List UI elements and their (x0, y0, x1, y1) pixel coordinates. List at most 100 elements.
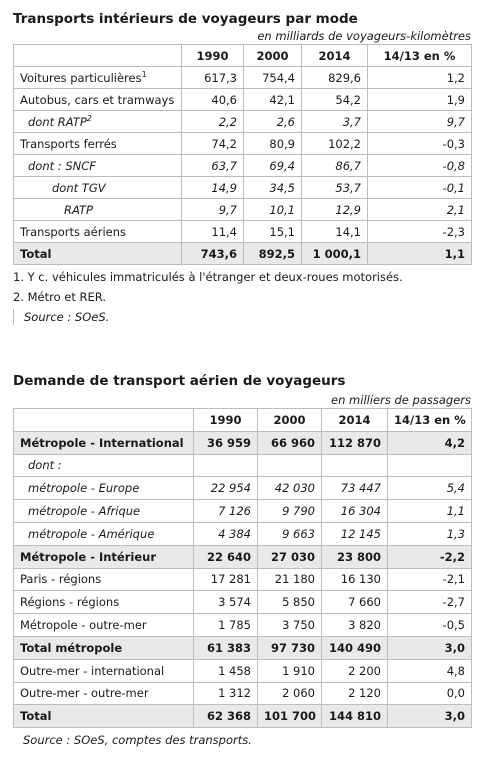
cell: 14,9 (181, 176, 244, 199)
cell: -2,1 (387, 567, 472, 592)
table1-note-1: 1. Y c. véhicules immatriculés à l'étran… (13, 270, 403, 284)
row-label: dont : (13, 453, 194, 478)
cell: 3 574 (193, 590, 258, 615)
cell: 754,4 (243, 66, 302, 89)
cell: 3,7 (301, 110, 368, 133)
cell: 61 383 (193, 635, 258, 660)
row-label: Total métropole (13, 635, 194, 660)
cell (387, 453, 472, 478)
cell (321, 453, 388, 478)
cell: 86,7 (301, 154, 368, 177)
table1-header-2014: 2014 (301, 44, 368, 67)
cell: 16 130 (321, 567, 388, 592)
row-label: Paris - régions (13, 567, 194, 592)
table-row: Transports aériens 11,4 15,1 14,1 -2,3 (13, 220, 472, 243)
table-row: Paris - régions 17 281 21 180 16 130 -2,… (13, 567, 472, 592)
cell: 5 850 (257, 590, 322, 615)
cell: 1,1 (387, 499, 472, 523)
cell: 102,2 (301, 132, 368, 155)
table-row: Métropole - International 36 959 66 960 … (13, 430, 472, 455)
cell: 9,7 (367, 110, 472, 133)
cell: 54,2 (301, 88, 368, 111)
row-label: Voitures particulières1 (13, 66, 182, 89)
table2-header-change: 14/13 en % (387, 408, 472, 432)
cell: 140 490 (321, 635, 388, 660)
cell: 63,7 (181, 154, 244, 177)
table1-header-change: 14/13 en % (367, 44, 472, 67)
row-label: Transports aériens (13, 220, 182, 243)
cell: 42 030 (257, 476, 322, 501)
row-label: Outre-mer - outre-mer (13, 681, 194, 706)
table-row: Métropole - outre-mer 1 785 3 750 3 820 … (13, 613, 472, 637)
table-row: dont TGV 14,9 34,5 53,7 -0,1 (13, 176, 472, 199)
table-row: métropole - Afrique 7 126 9 790 16 304 1… (13, 499, 472, 523)
cell: 743,6 (181, 242, 244, 265)
row-label: Métropole - International (13, 430, 194, 455)
cell: -0,5 (387, 613, 472, 637)
cell (193, 453, 258, 478)
table-row: métropole - Europe 22 954 42 030 73 447 … (13, 476, 472, 501)
table1-section: Transports intérieurs de voyageurs par m… (13, 10, 472, 325)
table-row-total-metropole: Total métropole 61 383 97 730 140 490 3,… (13, 635, 472, 660)
cell: -0,3 (367, 132, 472, 155)
row-label: dont RATP2 (13, 110, 182, 133)
cell: 66 960 (257, 430, 322, 455)
cell: 9 790 (257, 499, 322, 523)
cell: 2 200 (321, 658, 388, 683)
cell: 2 060 (257, 681, 322, 706)
cell: 3,0 (387, 635, 472, 660)
table2-unit: en milliers de passagers (331, 393, 471, 407)
cell: 1 785 (193, 613, 258, 637)
row-label: métropole - Amérique (13, 521, 194, 546)
row-label: Transports ferrés (13, 132, 182, 155)
table-row: Transports ferrés 74,2 80,9 102,2 -0,3 (13, 132, 472, 155)
row-label: Régions - régions (13, 590, 194, 615)
cell: 80,9 (243, 132, 302, 155)
cell: 36 959 (193, 430, 258, 455)
cell: 22 640 (193, 544, 258, 569)
table1-header-1990: 1990 (181, 44, 244, 67)
cell: 10,1 (243, 198, 302, 221)
cell: 4,8 (387, 658, 472, 683)
cell: 1,1 (367, 242, 472, 265)
table-row: Outre-mer - outre-mer 1 312 2 060 2 120 … (13, 681, 472, 706)
table2-header-row: 1990 2000 2014 14/13 en % (13, 408, 472, 432)
table2-source: Source : SOeS, comptes des transports. (23, 733, 252, 748)
table1-header-label (13, 44, 182, 67)
cell: 1,2 (367, 66, 472, 89)
table1-source: Source : SOeS. (13, 309, 471, 325)
cell: 2,1 (367, 198, 472, 221)
table1-unit: en milliards de voyageurs-kilomètres (257, 29, 471, 43)
cell: 1,3 (387, 521, 472, 546)
row-label: dont TGV (13, 176, 182, 199)
cell: 1 910 (257, 658, 322, 683)
cell: -0,1 (367, 176, 472, 199)
row-label: Total (13, 704, 194, 729)
row-label: Total (13, 242, 182, 265)
cell: -2,7 (387, 590, 472, 615)
table-row: dont : SNCF 63,7 69,4 86,7 -0,8 (13, 154, 472, 177)
cell: 9 663 (257, 521, 322, 546)
cell: 3 820 (321, 613, 388, 637)
cell: 23 800 (321, 544, 388, 569)
table-row: métropole - Amérique 4 384 9 663 12 145 … (13, 521, 472, 546)
cell: 2,6 (243, 110, 302, 133)
cell: 34,5 (243, 176, 302, 199)
cell: 40,6 (181, 88, 244, 111)
table1-note-2: 2. Métro et RER. (13, 290, 107, 304)
cell: 22 954 (193, 476, 258, 501)
table-row: RATP 9,7 10,1 12,9 2,1 (13, 198, 472, 221)
cell: 2,2 (181, 110, 244, 133)
cell: 53,7 (301, 176, 368, 199)
row-label: métropole - Europe (13, 476, 194, 501)
cell: 97 730 (257, 635, 322, 660)
row-label: Métropole - outre-mer (13, 613, 194, 637)
cell: 0,0 (387, 681, 472, 706)
cell: -0,8 (367, 154, 472, 177)
cell: 144 810 (321, 704, 388, 729)
cell: 1 000,1 (301, 242, 368, 265)
cell (257, 453, 322, 478)
cell: 3 750 (257, 613, 322, 637)
cell: 11,4 (181, 220, 244, 243)
table2: 1990 2000 2014 14/13 en % Métropole - In… (13, 408, 472, 729)
